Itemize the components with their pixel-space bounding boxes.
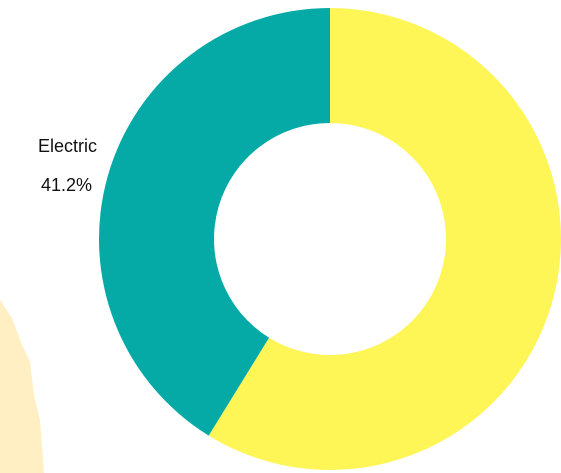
background-texture	[0, 300, 44, 473]
donut-labels: Electric 41.2%	[38, 136, 97, 195]
donut-slice-unlabeled-0	[208, 8, 561, 470]
donut-slice-electric	[99, 8, 330, 436]
donut-slices	[99, 8, 561, 470]
slice-label-electric: Electric	[38, 136, 97, 156]
slice-value-electric: 41.2%	[41, 175, 92, 195]
